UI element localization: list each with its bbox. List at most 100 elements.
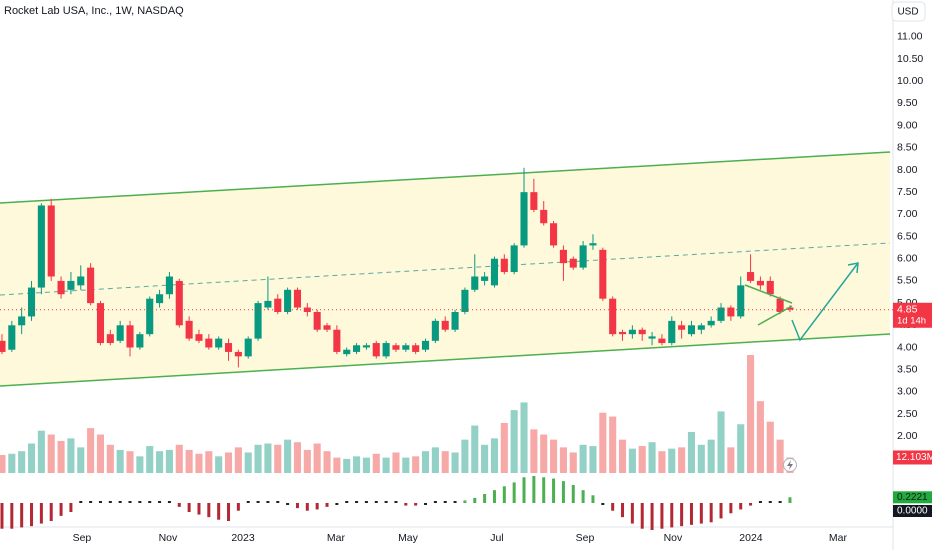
channel-upper [0, 151, 891, 204]
oscillator-bar [98, 501, 102, 503]
candle-body [156, 294, 164, 304]
volume-bar [224, 452, 233, 473]
volume-bar [126, 451, 134, 473]
y-tick-label: 8.00 [897, 164, 918, 176]
volume-bar [18, 451, 26, 473]
volume-bar [609, 416, 617, 473]
candle-body [234, 351, 242, 357]
lightning-icon[interactable] [783, 458, 797, 472]
volume-bar [618, 439, 627, 473]
candle-body [747, 272, 755, 281]
oscillator-bar [30, 503, 34, 527]
oscillator-bar [424, 503, 428, 505]
oscillator-bar [286, 503, 290, 505]
candle-body [618, 331, 627, 335]
oscillator-bar [699, 503, 703, 524]
volume-bar [8, 453, 16, 473]
candle-body [37, 205, 45, 288]
volume-bar [67, 438, 75, 473]
candle-body [421, 340, 430, 350]
channel-lower [0, 333, 891, 387]
volume-bar [254, 444, 262, 473]
volume-bar [500, 422, 508, 473]
volume-bar [766, 421, 774, 473]
volume-bar [205, 451, 213, 473]
volume-bar [402, 457, 410, 473]
volume-bar [37, 430, 45, 473]
oscillator-bar [630, 503, 634, 524]
candle-body [638, 329, 646, 335]
oscillator-bar [364, 501, 368, 503]
arrow-path [791, 262, 859, 342]
volume-bar [57, 440, 65, 473]
candle-body [697, 325, 705, 330]
candle-body [372, 343, 380, 357]
volume-bar [530, 429, 538, 473]
oscillator-bar [177, 503, 181, 507]
volume-bar [284, 439, 292, 473]
oscillator-bar [0, 503, 4, 529]
oscillator-bar [236, 503, 240, 511]
y-tick-label: 9.50 [897, 97, 918, 109]
axis-layer: 1.502.002.503.003.504.004.505.005.506.00… [73, 31, 932, 544]
oscillator-bar [709, 503, 713, 523]
volume-bar [412, 456, 420, 473]
currency-button[interactable]: USD [891, 1, 926, 22]
y-tick-label: 11.00 [897, 31, 923, 43]
volume-bar [520, 402, 528, 473]
volume-bar [471, 425, 479, 473]
volume-bar [343, 458, 351, 473]
volume-bar [293, 442, 302, 473]
oscillator-bar [197, 503, 201, 515]
oscillator-bar [89, 501, 93, 503]
candle-body [175, 280, 183, 326]
candle-body [284, 289, 292, 312]
oscillator-bar [749, 503, 753, 506]
icon-bolt[interactable] [787, 460, 793, 470]
volume-bar [717, 411, 725, 473]
volume-label-box [893, 450, 932, 465]
candle-body [648, 336, 656, 339]
volume-bar [687, 431, 696, 473]
volume-bar [638, 446, 646, 473]
oscillator-bar [581, 490, 585, 503]
volume-bar [628, 448, 636, 473]
volume-bar [244, 452, 252, 473]
volume-bar [451, 452, 459, 473]
oscillator-bar [79, 501, 83, 503]
candle-body [254, 303, 262, 339]
oscillator-bar [295, 503, 299, 509]
candle-body [57, 280, 65, 295]
oscillator-bar [719, 503, 723, 519]
volume-bar [678, 447, 686, 473]
volume-bar [510, 410, 518, 473]
oscillator-bar [167, 501, 171, 503]
currency-label[interactable]: USD [897, 7, 918, 18]
x-tick-label: Nov [159, 532, 178, 544]
candle-body [362, 345, 370, 348]
drawing-wedge [744, 284, 793, 326]
oscillator-bar [10, 503, 14, 529]
candle-body [756, 280, 764, 286]
x-tick-label: 2024 [739, 532, 763, 544]
oscillator-bar [522, 477, 526, 503]
oscillator-bar [689, 503, 693, 525]
oscillator-bar [404, 503, 408, 506]
candle-body [451, 311, 459, 330]
currency-button-box[interactable] [891, 1, 926, 22]
candle-body [185, 320, 193, 339]
candle-body [530, 192, 538, 210]
oscillator-bar [660, 503, 664, 529]
oscillator-zero-box [893, 505, 932, 517]
oscillator-bar [552, 478, 556, 503]
volume-bar [421, 451, 430, 473]
volume-bar [540, 434, 548, 473]
oscillator-bar [187, 503, 191, 512]
x-tick-label: 2023 [231, 532, 255, 544]
volume-bar [264, 443, 272, 473]
volume-bar [668, 448, 676, 473]
last-price-box [893, 302, 932, 328]
oscillator-bar [591, 495, 595, 503]
volume-bar [303, 449, 311, 473]
candle-body [441, 320, 449, 330]
